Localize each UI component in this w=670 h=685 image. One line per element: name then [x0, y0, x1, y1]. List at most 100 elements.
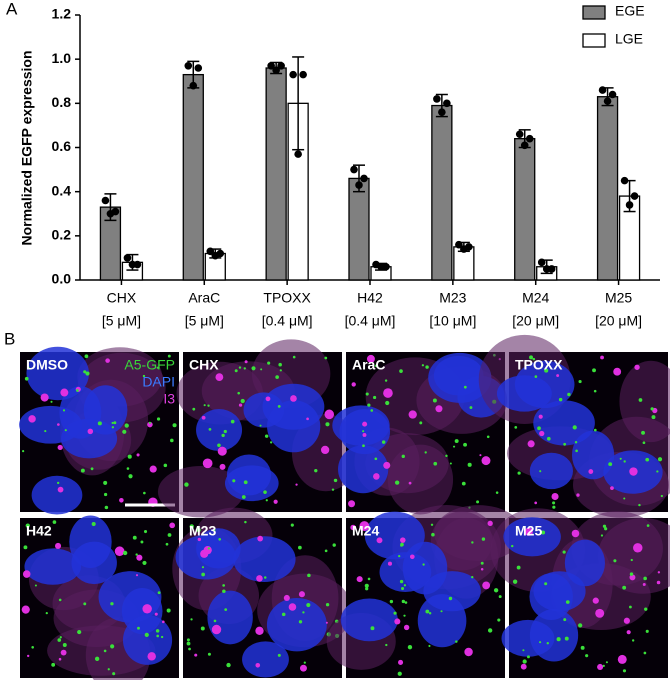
gfp-spot: [59, 636, 62, 639]
gfp-spot: [373, 395, 377, 400]
i3-spot: [244, 360, 248, 364]
gfp-spot: [45, 611, 48, 615]
gfp-spot: [224, 608, 228, 611]
channel-label: I3: [163, 391, 175, 407]
gfp-spot: [650, 407, 654, 411]
bar: [596, 96, 619, 281]
gfp-spot: [213, 528, 216, 532]
y-tick-label: 0.8: [52, 94, 72, 110]
i3-spot: [351, 382, 356, 387]
gfp-spot: [572, 425, 577, 430]
nucleus: [31, 475, 83, 515]
gfp-spot: [425, 609, 430, 614]
gfp-spot: [593, 428, 597, 432]
gfp-spot: [578, 623, 583, 628]
nucleus: [24, 548, 82, 585]
gfp-spot: [34, 584, 37, 587]
gfp-spot: [401, 599, 406, 604]
gfp-spot: [397, 671, 402, 676]
x-tick-sublabel: [5 μM]: [185, 313, 224, 329]
gfp-spot: [630, 558, 633, 562]
i3-spot: [588, 469, 594, 474]
i3-spot: [26, 654, 30, 658]
gfp-spot: [77, 629, 82, 635]
gfp-spot: [103, 649, 107, 653]
i3-spot: [408, 410, 417, 419]
i3-spot: [201, 415, 206, 420]
gfp-spot: [643, 651, 647, 655]
gfp-spot: [399, 369, 403, 373]
gfp-spot: [27, 366, 30, 369]
micrograph: [172, 507, 353, 678]
gfp-spot: [563, 618, 567, 622]
i3-spot: [219, 463, 226, 470]
i3-spot: [215, 373, 224, 381]
i3-spot: [538, 414, 543, 419]
data-point: [206, 247, 215, 256]
gfp-spot: [207, 547, 211, 550]
gfp-spot: [307, 573, 311, 578]
gfp-spot: [200, 626, 205, 631]
i3-spot: [524, 527, 533, 536]
gfp-spot: [156, 417, 161, 421]
gfp-spot: [362, 444, 365, 448]
gfp-spot: [453, 445, 456, 448]
data-point: [189, 81, 198, 90]
gfp-spot: [218, 537, 222, 541]
error-bar: [292, 56, 305, 151]
i3-spot: [162, 620, 165, 624]
gfp-spot: [516, 565, 521, 570]
gfp-spot: [585, 654, 589, 658]
i3-spot: [58, 657, 62, 661]
bar: [265, 67, 287, 281]
gfp-spot: [31, 646, 34, 649]
gfp-spot: [428, 644, 431, 648]
gfp-spot: [495, 491, 499, 494]
gfp-spot: [104, 505, 109, 510]
gfp-spot: [563, 442, 567, 446]
nucleus: [340, 598, 398, 642]
i3-spot: [600, 355, 604, 360]
gfp-spot: [167, 354, 171, 358]
gfp-spot: [481, 537, 486, 541]
gfp-spot: [619, 457, 622, 460]
image-label: DMSO: [26, 357, 68, 373]
nucleus: [242, 641, 289, 678]
gfp-spot: [265, 499, 268, 502]
gfp-spot: [278, 362, 282, 367]
y-tick-label: 1.2: [52, 6, 72, 22]
gfp-spot: [403, 584, 407, 587]
gfp-spot: [564, 636, 569, 641]
nucleus: [503, 517, 561, 557]
gfp-spot: [144, 632, 149, 637]
data-point: [289, 70, 297, 79]
legend-label: LGE: [615, 31, 643, 47]
gfp-spot: [85, 371, 90, 376]
nucleus: [571, 430, 615, 480]
gfp-spot: [290, 523, 294, 527]
gfp-spot: [62, 643, 67, 647]
i3-spot: [376, 537, 383, 544]
legend-swatch: [582, 33, 606, 48]
image-label: M25: [515, 523, 542, 539]
gfp-spot: [143, 491, 146, 495]
gfp-spot: [127, 454, 132, 459]
gfp-spot: [428, 612, 432, 615]
i3-spot: [40, 393, 49, 402]
gfp-spot: [622, 585, 627, 590]
legend-swatch: [582, 5, 606, 20]
gfp-spot: [281, 612, 286, 617]
gfp-spot: [394, 480, 400, 485]
i3-spot: [571, 529, 580, 538]
channel-label: A5-GFP: [124, 357, 175, 373]
i3-spot: [57, 486, 64, 493]
data-point: [277, 61, 285, 70]
gfp-spot: [575, 449, 578, 453]
i3-spot: [324, 409, 335, 420]
legend-label: EGE: [615, 3, 645, 19]
gfp-spot: [393, 611, 397, 615]
gfp-spot: [83, 602, 87, 606]
data-point: [608, 90, 617, 99]
gfp-spot: [374, 457, 378, 461]
